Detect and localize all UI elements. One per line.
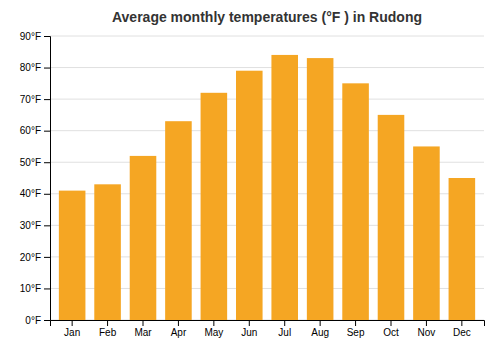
tick: Nov (418, 320, 436, 338)
tick-label: Nov (418, 327, 436, 338)
tick-label: Feb (99, 327, 117, 338)
tick-label: Jun (241, 327, 257, 338)
tick-mark (143, 320, 144, 326)
tick-mark (44, 225, 50, 226)
tick-label: Jul (278, 327, 291, 338)
tick-label: May (204, 327, 223, 338)
tick-mark (320, 320, 321, 326)
tick-label: 0°F (25, 315, 41, 326)
bar (94, 184, 121, 320)
y-axis: 0°F 10°F 20°F 30°F 40°F 50°F 60°F 70°F 80°F 90°F (20, 31, 51, 326)
tick-label: 10°F (20, 283, 41, 294)
tick-mark (44, 131, 50, 132)
bar (378, 115, 405, 320)
axis-line (44, 37, 51, 321)
bar (449, 178, 476, 320)
bar (201, 93, 228, 320)
tick-mark (178, 320, 179, 326)
bar (413, 146, 440, 320)
tick: May (204, 320, 223, 338)
tick-label: Apr (171, 327, 187, 338)
tick: 50°F (20, 157, 50, 168)
chart: 0°F 10°F 20°F 30°F 40°F 50°F 60°F 70°F 80°F 90°F J… (0, 0, 500, 350)
tick-mark (355, 320, 356, 326)
tick: 20°F (20, 252, 50, 263)
tick-mark (44, 288, 50, 289)
tick-mark (426, 320, 427, 326)
tick: 40°F (20, 188, 50, 199)
bar (307, 58, 334, 320)
tick-mark (461, 320, 462, 326)
tick: Aug (311, 320, 329, 338)
tick-label: 70°F (20, 94, 41, 105)
tick-mark (44, 162, 50, 163)
bar (165, 121, 192, 320)
tick: Feb (99, 320, 117, 338)
tick-mark (107, 320, 108, 326)
tick-mark (249, 320, 250, 326)
tick: 70°F (20, 94, 50, 105)
bar (59, 191, 86, 320)
tick-mark (391, 320, 392, 326)
tick: Mar (134, 320, 152, 338)
bar (130, 156, 157, 320)
tick-label: Mar (134, 327, 152, 338)
tick-label: 60°F (20, 125, 41, 136)
tick: Jan (64, 320, 80, 338)
tick-label: 50°F (20, 157, 41, 168)
tick-label: Dec (453, 327, 471, 338)
tick-label: Aug (311, 327, 329, 338)
tick-mark (44, 257, 50, 258)
tick-mark (44, 194, 50, 195)
grid-line (50, 67, 484, 68)
title: Average monthly temperatures (°F ) in Ru… (112, 9, 422, 25)
tick-mark (44, 36, 50, 37)
tick-label: 90°F (20, 31, 41, 42)
bar (271, 55, 298, 320)
tick-label: Oct (383, 327, 399, 338)
tick: Oct (383, 320, 399, 338)
bar (236, 71, 263, 320)
tick-label: 80°F (20, 62, 41, 73)
grid-line (50, 99, 484, 100)
tick: 60°F (20, 125, 50, 136)
tick-mark (44, 320, 50, 321)
tick: 10°F (20, 283, 50, 294)
tick: 30°F (20, 220, 50, 231)
tick-label: 40°F (20, 188, 41, 199)
tick: 90°F (20, 31, 50, 42)
plot: 0°F 10°F 20°F 30°F 40°F 50°F 60°F 70°F 80°F 90°F J… (20, 31, 485, 338)
bars (59, 55, 475, 320)
tick: Sep (347, 320, 365, 338)
tick-label: 20°F (20, 252, 41, 263)
grid-line (50, 36, 484, 37)
tick-mark (72, 320, 73, 326)
x-axis: Jan Feb Mar Apr May Jun Jul Aug Sep Oct Nov Dec (51, 320, 485, 338)
tick-mark (44, 68, 50, 69)
axis-line (51, 321, 485, 327)
tick-label: 30°F (20, 220, 41, 231)
tick: Jul (278, 320, 291, 338)
tick-label: Sep (347, 327, 365, 338)
grid (50, 36, 484, 320)
tick: Apr (171, 320, 187, 338)
tick: Jun (241, 320, 257, 338)
tick: 80°F (20, 62, 50, 73)
bar (342, 83, 369, 320)
tick-mark (284, 320, 285, 326)
tick-mark (44, 99, 50, 100)
tick-mark (213, 320, 214, 326)
tick-label: Jan (64, 327, 80, 338)
grid-line (50, 130, 484, 131)
tick: Dec (453, 320, 471, 338)
tick: 0°F (25, 315, 50, 326)
